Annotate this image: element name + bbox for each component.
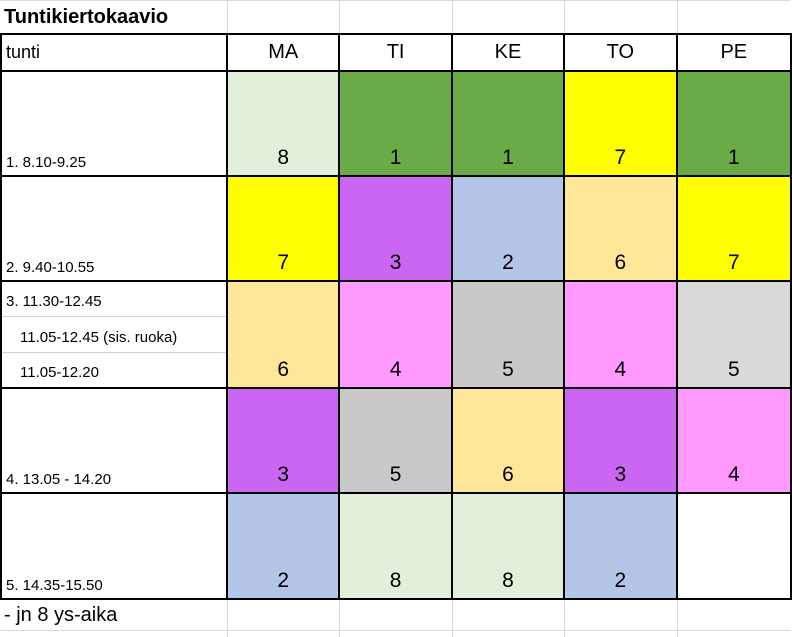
timetable: tunti MA TI KE TO PE 1. 8.10-9.25 8 1 1 … bbox=[0, 33, 792, 600]
empty-grid-cell bbox=[340, 1, 453, 33]
day-cell-l3-pe[interactable]: 5 bbox=[677, 282, 790, 387]
day-cell-l2-ke[interactable]: 2 bbox=[452, 177, 566, 280]
empty-grid-cell bbox=[340, 631, 453, 637]
table-row-lesson5: 5. 14.35-15.50 2 8 8 2 bbox=[2, 494, 790, 598]
empty-grid-cell bbox=[453, 631, 566, 637]
row-label-lesson2[interactable]: 2. 9.40-10.55 bbox=[2, 177, 228, 280]
header-cell-tunti[interactable]: tunti bbox=[2, 35, 228, 70]
day-cell-l3-ma[interactable]: 6 bbox=[228, 282, 341, 387]
footer-note: - jn 8 ys-aika bbox=[0, 600, 228, 630]
empty-grid-cell bbox=[678, 631, 790, 637]
row-label-lesson5[interactable]: 5. 14.35-15.50 bbox=[2, 494, 228, 598]
empty-grid-cell bbox=[678, 1, 790, 33]
day-cell-l4-ma[interactable]: 3 bbox=[228, 389, 341, 492]
day-cell-l5-ti[interactable]: 8 bbox=[340, 494, 453, 598]
header-cell-ma[interactable]: MA bbox=[228, 35, 341, 70]
empty-grid-cell bbox=[228, 1, 341, 33]
title-row: Tuntikiertokaavio bbox=[0, 0, 790, 33]
day-cell-l1-ma[interactable]: 8 bbox=[228, 72, 341, 175]
day-cell-l5-ke[interactable]: 8 bbox=[452, 494, 566, 598]
day-cell-l2-to[interactable]: 6 bbox=[565, 177, 678, 280]
day-cell-l4-to[interactable]: 3 bbox=[565, 389, 678, 492]
page-title: Tuntikiertokaavio bbox=[0, 1, 228, 33]
day-cell-l5-to[interactable]: 2 bbox=[565, 494, 678, 598]
day-cell-l4-ke[interactable]: 6 bbox=[452, 389, 566, 492]
table-row-lesson2: 2. 9.40-10.55 7 3 2 6 7 bbox=[2, 177, 790, 282]
day-cell-l3-to[interactable]: 4 bbox=[565, 282, 678, 387]
header-cell-ke[interactable]: KE bbox=[453, 35, 566, 70]
day-cell-l5-ma[interactable]: 2 bbox=[228, 494, 341, 598]
day-cell-l3-ti[interactable]: 4 bbox=[340, 282, 453, 387]
empty-grid-cell bbox=[228, 631, 341, 637]
day-cell-l3-ke[interactable]: 5 bbox=[452, 282, 566, 387]
footer-row: - jn 8 ys-aika bbox=[0, 600, 790, 630]
row-label-lesson1[interactable]: 1. 8.10-9.25 bbox=[2, 72, 228, 175]
empty-grid-cell bbox=[453, 600, 566, 630]
day-cell-l2-ti[interactable]: 3 bbox=[340, 177, 453, 280]
empty-grid-cell bbox=[453, 1, 566, 33]
table-row-lesson4: 4. 13.05 - 14.20 3 5 6 3 4 bbox=[2, 389, 790, 494]
day-cell-l2-ma[interactable]: 7 bbox=[228, 177, 341, 280]
day-cell-l4-ti[interactable]: 5 bbox=[340, 389, 453, 492]
row-label-lesson3[interactable]: 3. 11.30-12.45 11.05-12.45 (sis. ruoka) … bbox=[2, 282, 228, 387]
lesson3-time-short: 11.05-12.20 bbox=[20, 363, 99, 381]
empty-grid-cell bbox=[678, 600, 790, 630]
table-row-lesson1: 1. 8.10-9.25 8 1 1 7 1 bbox=[2, 72, 790, 177]
day-cell-l2-pe[interactable]: 7 bbox=[677, 177, 790, 280]
day-cell-l1-ti[interactable]: 1 bbox=[340, 72, 453, 175]
header-cell-to[interactable]: TO bbox=[565, 35, 678, 70]
day-cell-l1-pe[interactable]: 1 bbox=[677, 72, 790, 175]
table-row-lesson3: 3. 11.30-12.45 11.05-12.45 (sis. ruoka) … bbox=[2, 282, 790, 389]
header-row: tunti MA TI KE TO PE bbox=[2, 35, 790, 72]
day-cell-l1-to[interactable]: 7 bbox=[565, 72, 678, 175]
empty-grid-cell bbox=[565, 1, 678, 33]
empty-grid-cell bbox=[340, 600, 453, 630]
day-cell-l5-pe[interactable] bbox=[677, 494, 790, 598]
empty-grid-cell bbox=[228, 600, 341, 630]
empty-grid-cell bbox=[565, 600, 678, 630]
empty-grid-cell bbox=[0, 631, 228, 637]
lesson3-time-lunch: 11.05-12.45 (sis. ruoka) bbox=[2, 317, 226, 353]
header-cell-pe[interactable]: PE bbox=[720, 41, 748, 63]
day-cell-l4-pe[interactable]: 4 bbox=[677, 389, 790, 492]
header-cell-ti[interactable]: TI bbox=[340, 35, 453, 70]
empty-grid-cell bbox=[565, 631, 678, 637]
row-label-lesson4[interactable]: 4. 13.05 - 14.20 bbox=[2, 389, 228, 492]
lesson3-time-main: 3. 11.30-12.45 bbox=[2, 282, 226, 318]
day-cell-l1-ke[interactable]: 1 bbox=[452, 72, 566, 175]
stub-row bbox=[0, 630, 790, 637]
